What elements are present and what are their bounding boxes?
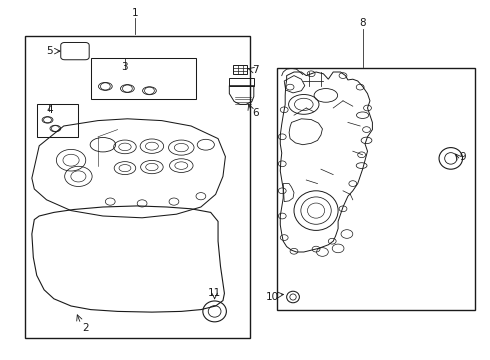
Text: 10: 10 <box>266 292 279 302</box>
Text: 6: 6 <box>252 108 259 118</box>
Text: 11: 11 <box>208 288 221 298</box>
Bar <box>24 36 250 338</box>
Text: 5: 5 <box>46 46 52 56</box>
Text: 3: 3 <box>122 62 128 72</box>
Bar <box>37 104 78 137</box>
Text: 9: 9 <box>460 152 466 162</box>
Bar <box>233 65 247 74</box>
Text: 2: 2 <box>82 323 89 333</box>
Text: 1: 1 <box>131 8 138 18</box>
Bar <box>91 58 196 99</box>
Text: 8: 8 <box>359 18 366 28</box>
Bar <box>277 68 475 310</box>
Text: 7: 7 <box>252 65 259 75</box>
Text: 4: 4 <box>47 105 53 115</box>
Bar <box>229 78 254 86</box>
